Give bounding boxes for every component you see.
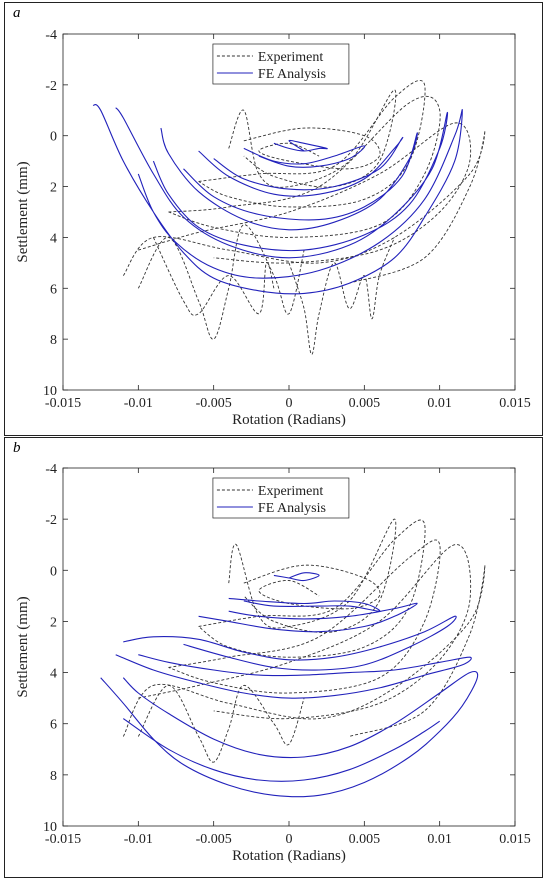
x-tick-label: -0.01 xyxy=(124,396,153,411)
chart-a: -0.015 -0.01 -0.005 0 0.005 0.01 0.015 -4 -2 0 2 4 6… xyxy=(15,28,531,428)
x-tick-label: 0.005 xyxy=(349,396,381,411)
experiment-curve-8 xyxy=(152,237,275,316)
y-tick-label: 8 xyxy=(50,769,57,784)
panel-label-a: a xyxy=(13,5,21,21)
experiment-curve-3 xyxy=(168,95,441,238)
legend-box xyxy=(212,43,350,85)
x-tick-label: 0.01 xyxy=(427,396,452,411)
experiment-curve-4 xyxy=(138,122,472,264)
chart-b: -0.015 -0.01 -0.005 0 0.005 0.01 0.015 -4 -2 0 2 4 6… xyxy=(15,462,531,864)
legend: Experiment FE Analysis xyxy=(212,43,350,85)
experiment-curve-2 xyxy=(198,519,426,658)
y-axis-label: Settlement (mm) xyxy=(15,596,31,697)
y-tick-label: 4 xyxy=(50,231,57,246)
x-tick-label: 0 xyxy=(286,832,293,847)
panel-a: a -0.015 -0.01 -0.005 0 0.005 0.01 0.015 -4 -2 0 2… xyxy=(4,2,543,436)
fe-analysis-curve-4 xyxy=(228,597,381,612)
experiment-curve-2 xyxy=(198,80,426,208)
x-tick-label: -0.015 xyxy=(45,396,81,411)
y-tick-label: 0 xyxy=(50,564,57,579)
panel-b: b -0.015 -0.01 -0.005 0 0.005 0.01 0.015 -4 -2 0 2… xyxy=(4,437,543,878)
experiment-curve-7 xyxy=(288,237,395,355)
x-tick-label: -0.005 xyxy=(196,396,232,411)
series-experiment xyxy=(122,518,486,763)
fe-analysis-curve-3 xyxy=(198,602,418,633)
x-tick-label: 0.01 xyxy=(427,832,452,847)
fe-analysis-curve-5 xyxy=(273,139,328,152)
y-axis-label: Settlement (mm) xyxy=(15,161,31,262)
fe-analysis-curve-1 xyxy=(115,107,449,259)
fe-analysis-curve-3 xyxy=(198,136,404,197)
x-tick-label: -0.01 xyxy=(124,832,153,847)
y-tick-label: 0 xyxy=(50,130,57,145)
x-tick-label: -0.015 xyxy=(45,832,81,847)
experiment-curve-5 xyxy=(122,564,486,737)
fe-analysis-curve-6 xyxy=(122,718,441,782)
legend-entry: FE Analysis xyxy=(258,501,326,516)
y-tick-label: 4 xyxy=(50,667,57,682)
y-tick-label: -4 xyxy=(45,28,57,43)
x-tick-label: 0.015 xyxy=(499,832,531,847)
y-tick-label: 6 xyxy=(50,718,57,733)
fe-analysis-curve-4 xyxy=(243,145,366,168)
experiment-curve-3 xyxy=(168,539,441,694)
x-tick-label: 0.015 xyxy=(499,396,531,411)
y-tick-label: -2 xyxy=(45,79,57,94)
series-fe-analysis xyxy=(92,104,463,295)
fe-analysis-curve-1 xyxy=(115,654,472,699)
y-tick-label: 2 xyxy=(50,615,57,630)
experiment-curve-4 xyxy=(138,544,472,720)
legend: Experiment FE Analysis xyxy=(212,477,350,519)
y-tick-label: -2 xyxy=(45,513,57,528)
legend-entry: Experiment xyxy=(258,484,323,499)
y-tick-label: 6 xyxy=(50,282,57,297)
fe-analysis-curve-2 xyxy=(160,127,418,231)
x-tick-label: 0.005 xyxy=(349,832,381,847)
x-tick-label: 0 xyxy=(286,396,293,411)
y-tick-label: -4 xyxy=(45,462,57,477)
y-tick-label: 10 xyxy=(43,820,57,835)
y-tick-label: 8 xyxy=(50,333,57,348)
experiment-curve-0 xyxy=(243,127,381,170)
experiment-curve-6 xyxy=(137,684,305,763)
legend-entry: Experiment xyxy=(258,50,323,65)
experiment-curve-5 xyxy=(122,130,486,284)
series-experiment xyxy=(122,80,486,355)
series-fe-analysis xyxy=(100,572,479,798)
panel-label-b: b xyxy=(13,440,21,456)
axes-frame xyxy=(62,467,516,827)
x-tick-label: -0.005 xyxy=(196,832,232,847)
legend-box xyxy=(212,477,350,519)
fe-analysis-curve-0 xyxy=(100,670,479,798)
experiment-curve-1 xyxy=(228,89,397,188)
y-tick-label: 10 xyxy=(43,384,57,399)
fe-analysis-curve-2 xyxy=(123,615,457,671)
experiment-curve-6 xyxy=(137,224,305,340)
experiment-curve-0 xyxy=(243,564,381,610)
fe-analysis-curve-0 xyxy=(92,104,463,295)
legend-entry: FE Analysis xyxy=(258,67,326,82)
fe-analysis-curve-5 xyxy=(273,572,320,582)
y-tick-label: 2 xyxy=(50,181,57,196)
x-axis-label: Rotation (Radians) xyxy=(232,848,346,864)
x-axis-label: Rotation (Radians) xyxy=(232,412,346,428)
